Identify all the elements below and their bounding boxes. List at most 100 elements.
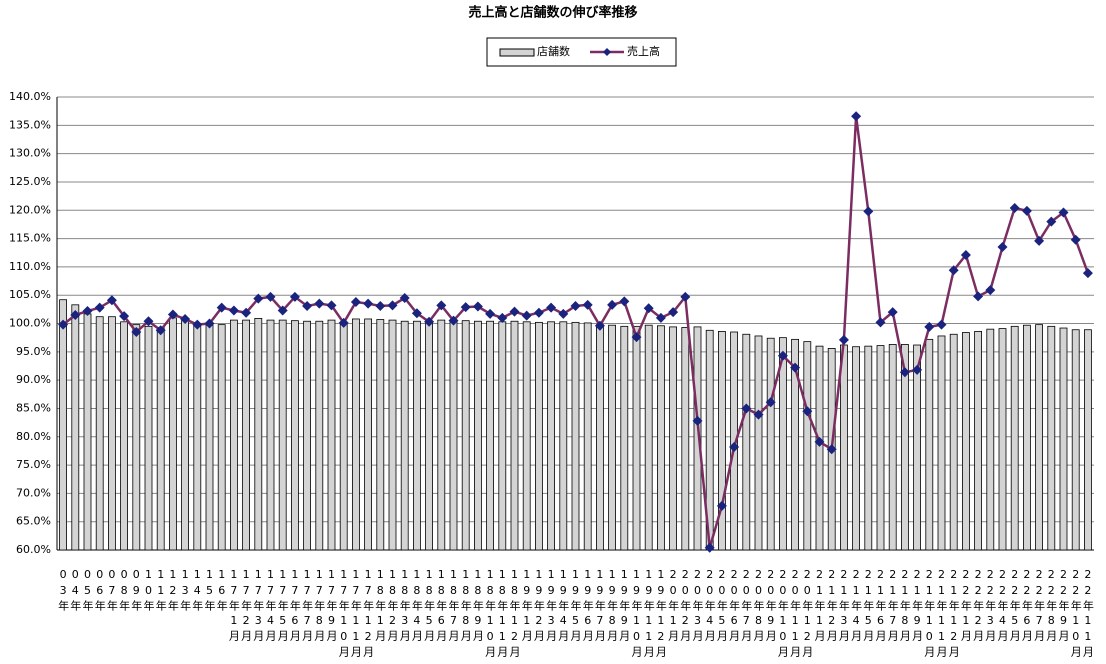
marker [826,444,837,455]
legend-label: 売上高 [627,44,660,58]
bar [669,326,677,551]
bar [205,324,214,551]
x-tick-label: 08年 [118,568,131,614]
bar [583,322,592,551]
marker [167,309,178,320]
marker [143,316,154,327]
x-tick-label: 20年1月 [667,568,680,644]
x-tick-label: 18年11月 [496,568,509,660]
marker [668,307,679,318]
x-tick-label: 18年2月 [386,568,399,644]
bar [339,321,348,551]
bar [400,320,409,551]
legend-marker [603,48,611,56]
bar [620,325,629,551]
marker [411,308,422,319]
bar [998,328,1007,551]
bar [193,323,202,551]
y-tick-label: 85.0% [16,401,51,414]
x-tick-label: 19年5月 [569,568,582,644]
bar [473,320,482,551]
x-tick-label: 22年6月 [1020,568,1033,644]
marker [619,296,630,307]
y-tick-label: 60.0% [16,543,51,556]
x-tick-label: 19年7月 [593,568,606,644]
marker [1082,268,1093,279]
bar [1071,329,1080,551]
marker [948,265,959,276]
marker [875,317,886,328]
bar [120,321,128,551]
marker [436,300,447,311]
marker [460,302,471,313]
bar [229,319,238,551]
marker [302,300,313,311]
x-tick-label: 17年4月 [264,568,277,644]
x-tick-label: 21年1月 [813,568,826,644]
x-tick-label: 18年10月 [484,568,497,660]
marker [485,308,496,319]
marker [399,293,410,304]
y-tick-label: 70.0% [16,486,51,499]
marker [265,291,276,302]
x-tick-label: 18年8月 [459,568,472,644]
marker [692,415,703,426]
x-tick-label: 11年 [154,568,167,614]
bar [913,344,921,551]
bar [449,319,458,551]
y-tick-label: 115.0% [9,232,51,245]
y-tick-label: 140.0% [9,90,51,103]
marker [777,350,788,361]
legend-label: 店舗数 [537,44,570,58]
marker [802,406,813,417]
marker [887,307,898,318]
x-tick-label: 14年 [191,568,204,614]
bar [461,320,470,551]
marker [204,318,215,329]
marker [924,321,935,332]
bar [168,317,177,551]
bar [1059,327,1068,551]
bar [156,327,165,551]
bar [412,320,421,551]
x-tick-label: 19年3月 [545,568,558,644]
x-tick-label: 19年1月 [520,568,533,644]
marker [997,242,1008,253]
x-tick-label: 21年6月 [874,568,887,644]
bar [59,299,67,551]
bar [986,328,995,551]
x-tick-label: 17年12月 [362,568,375,660]
y-tick-label: 90.0% [16,373,51,386]
bar [937,335,946,551]
y-tick-label: 105.0% [9,288,51,301]
x-tick-label: 20年12月 [801,568,814,660]
marker [277,305,288,316]
marker [594,320,605,331]
marker [106,295,117,306]
x-tick-label: 17年9月 [325,568,338,644]
bar [754,335,763,551]
x-tick-label: 17年8月 [313,568,326,644]
marker [216,302,227,313]
x-tick-label: 17年11月 [349,568,362,660]
x-tick-label: 21年8月 [898,568,911,644]
x-tick-label: 12年 [166,568,179,614]
bar [351,318,360,551]
marker [765,397,776,408]
bar [376,319,385,551]
marker [851,111,862,122]
x-tick-label: 20年3月 [691,568,704,644]
x-tick-label: 17年5月 [276,568,289,644]
bar [181,318,190,551]
x-tick-label: 20年7月 [740,568,753,644]
y-tick-label: 120.0% [9,203,51,216]
marker [58,319,69,330]
x-tick-label: 20年4月 [703,568,716,644]
x-tick-label: 21年11月 [935,568,948,660]
marker [790,362,801,373]
x-tick-label: 20年10月 [776,568,789,660]
marker [387,300,398,311]
bar [596,324,604,551]
y-tick-label: 125.0% [9,175,51,188]
x-tick-label: 22年2月 [972,568,985,644]
